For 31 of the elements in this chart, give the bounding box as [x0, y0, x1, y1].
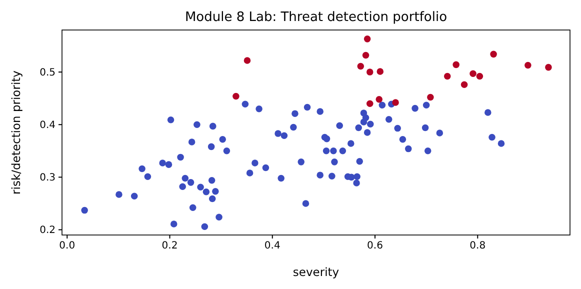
point [460, 81, 468, 88]
point [452, 61, 460, 68]
x-tick-label: 0.6 [367, 240, 383, 252]
point [366, 68, 374, 76]
point [392, 99, 399, 106]
point [476, 72, 484, 80]
x-tick-label: 0.0 [59, 240, 76, 252]
point [427, 94, 434, 101]
point [490, 50, 497, 58]
point [364, 36, 371, 42]
y-tick-label: 0.3 [40, 172, 56, 184]
point [470, 70, 476, 78]
point [376, 68, 384, 75]
point [232, 92, 240, 100]
point [524, 62, 532, 69]
x-tick-label: 0.8 [470, 240, 486, 252]
chart-title: Module 8 Lab: Threat detection portfolio [184, 10, 448, 25]
point [357, 62, 364, 70]
y-axis-title: risk/detection priority [9, 70, 23, 194]
y-tick-label: 0.2 [40, 224, 56, 236]
y-tick-label: 0.4 [40, 120, 56, 131]
point [376, 96, 382, 103]
point [545, 64, 552, 71]
x-tick-label: 0.2 [162, 240, 178, 252]
point [362, 52, 370, 59]
x-axis-title: severity [292, 265, 340, 279]
x-tick-label: 0.4 [264, 240, 280, 252]
y-tick-label: 0.5 [40, 67, 56, 78]
point [444, 72, 451, 80]
point [244, 57, 251, 64]
point [366, 100, 374, 107]
